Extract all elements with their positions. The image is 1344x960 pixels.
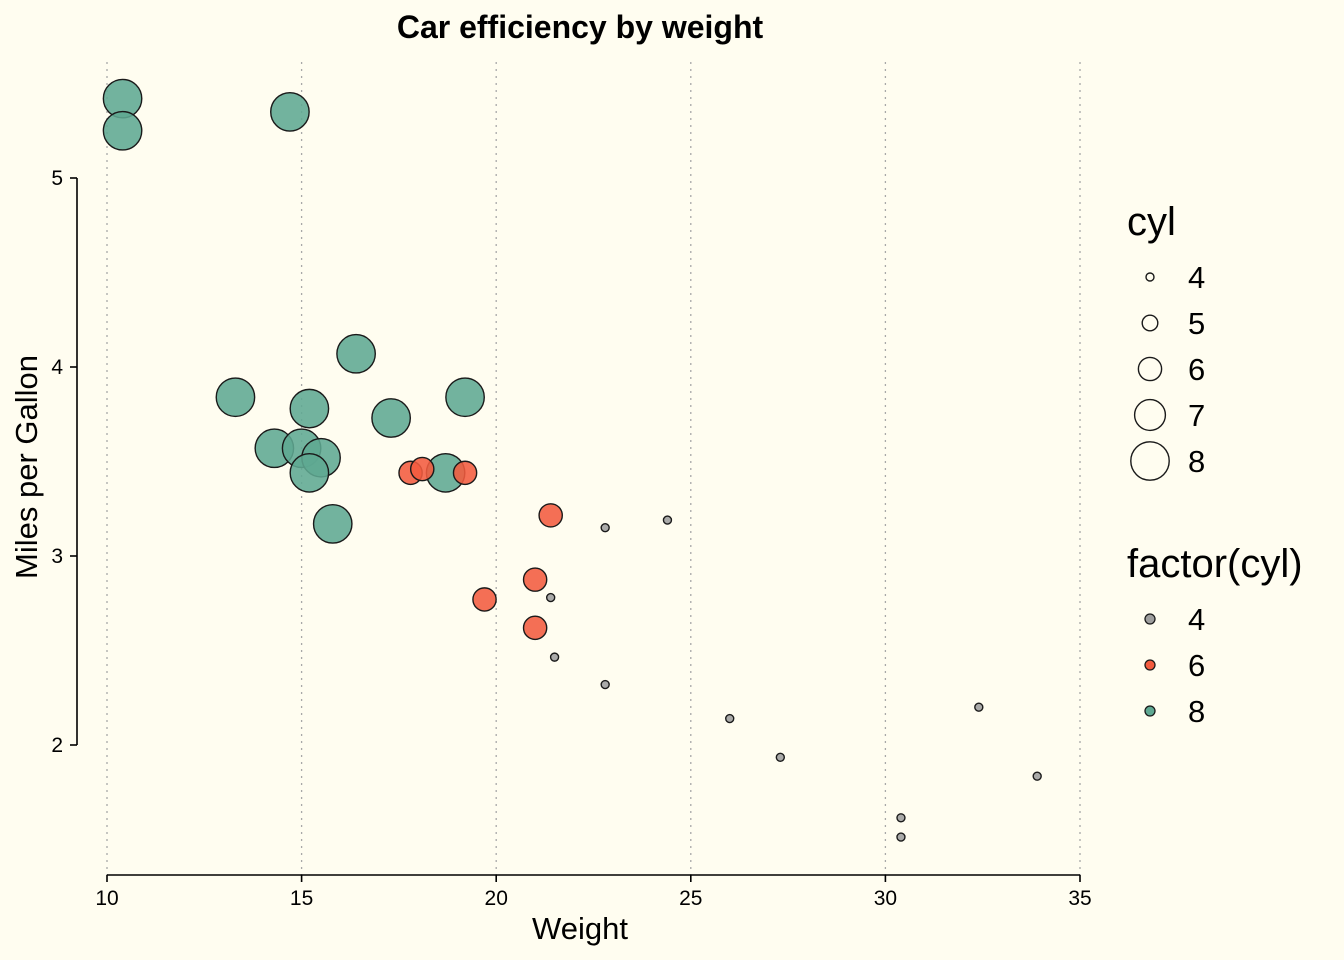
size-legend-label: 6 (1188, 352, 1205, 387)
point-cyl-6 (522, 615, 548, 641)
point-cyl-8 (102, 110, 143, 151)
point-cyl-8 (371, 398, 412, 438)
y-tick-label: 3 (51, 545, 63, 568)
point-cyl-8 (215, 377, 256, 418)
point-cyl-8 (336, 333, 376, 374)
point-cyl-4 (896, 832, 906, 842)
size-legend-key (1137, 356, 1163, 382)
point-cyl-4 (600, 679, 610, 690)
size-legend-key (1141, 314, 1159, 332)
x-tick-label: 20 (485, 887, 508, 910)
x-tick-label: 35 (1068, 887, 1091, 910)
point-cyl-4 (549, 652, 560, 662)
size-legend-key (1133, 398, 1167, 432)
point-cyl-8 (270, 91, 310, 132)
point-cyl-6 (522, 567, 548, 592)
color-legend-key (1144, 613, 1156, 625)
y-tick-label: 4 (51, 356, 63, 379)
color-legend-label: 4 (1188, 602, 1205, 637)
chart-title: Car efficiency by weight (397, 9, 764, 45)
point-cyl-4 (662, 515, 673, 525)
point-cyl-4 (1032, 771, 1042, 781)
color-legend-key (1144, 659, 1156, 671)
point-cyl-4 (725, 713, 735, 724)
color-legend-label: 6 (1188, 648, 1205, 683)
size-legend-label: 8 (1188, 444, 1205, 479)
size-legend-label: 5 (1188, 306, 1205, 341)
point-cyl-6 (472, 587, 497, 612)
point-cyl-6 (452, 460, 478, 486)
y-tick-label: 5 (51, 167, 63, 190)
axes: 10 15 20 25 30 35 2 3 4 5 (51, 167, 1091, 910)
x-axis-title: Weight (532, 911, 628, 946)
grid-lines (106, 62, 1081, 875)
point-cyl-4 (896, 813, 906, 823)
color-legend-key (1144, 705, 1156, 717)
x-tick-label: 15 (290, 887, 313, 910)
point-cyl-8 (289, 452, 330, 493)
point-cyl-8 (312, 503, 353, 544)
point-cyl-8 (289, 388, 330, 429)
y-axis-title: Miles per Gallon (9, 355, 44, 579)
point-cyl-4 (974, 702, 984, 712)
size-legend-label: 7 (1188, 398, 1205, 433)
point-cyl-4 (600, 522, 610, 533)
data-points (102, 78, 1042, 842)
color-legend-label: 8 (1188, 694, 1205, 729)
point-cyl-8 (445, 377, 485, 418)
x-tick-label: 25 (679, 887, 702, 910)
point-cyl-4 (775, 752, 786, 762)
size-legend-key (1130, 441, 1170, 481)
point-cyl-6 (409, 456, 435, 482)
point-cyl-6 (538, 503, 563, 528)
legend: cyl 4 5 6 7 8 factor(cyl) 4 6 8 (1127, 200, 1303, 729)
size-legend-title: cyl (1127, 200, 1176, 244)
point-cyl-4 (545, 592, 556, 603)
size-legend-label: 4 (1188, 260, 1205, 295)
x-tick-label: 30 (874, 887, 897, 910)
y-tick-label: 2 (51, 734, 63, 757)
x-tick-label: 10 (95, 887, 118, 910)
color-legend-title: factor(cyl) (1127, 542, 1303, 586)
size-legend-key (1145, 272, 1155, 282)
